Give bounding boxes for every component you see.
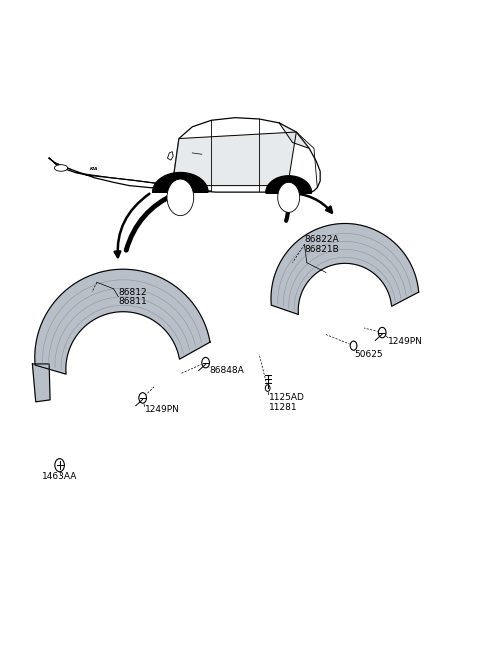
Text: 11281: 11281 [269,403,297,412]
Text: 86821B: 86821B [304,245,339,254]
Text: 86812: 86812 [118,287,147,297]
Polygon shape [33,364,50,402]
Polygon shape [279,123,309,148]
Text: 50625: 50625 [355,350,383,359]
Text: 86822A: 86822A [304,236,339,244]
Circle shape [265,385,270,392]
Polygon shape [172,132,296,186]
Text: 1463AA: 1463AA [42,472,77,482]
Text: KIA: KIA [90,167,98,171]
Circle shape [55,459,64,472]
Polygon shape [153,173,208,192]
Circle shape [350,341,357,350]
Circle shape [378,327,386,338]
Polygon shape [168,152,173,160]
Circle shape [278,182,300,213]
Polygon shape [266,176,312,193]
Circle shape [202,358,209,368]
Polygon shape [49,117,320,194]
Text: 86848A: 86848A [209,366,244,375]
Text: 86811: 86811 [118,297,147,306]
Ellipse shape [54,165,68,171]
Circle shape [167,179,194,216]
Text: 1249PN: 1249PN [144,405,180,414]
Polygon shape [271,224,419,314]
Circle shape [139,393,146,403]
Text: 1249PN: 1249PN [388,337,423,346]
Text: 1125AD: 1125AD [269,394,304,402]
Polygon shape [35,269,210,374]
